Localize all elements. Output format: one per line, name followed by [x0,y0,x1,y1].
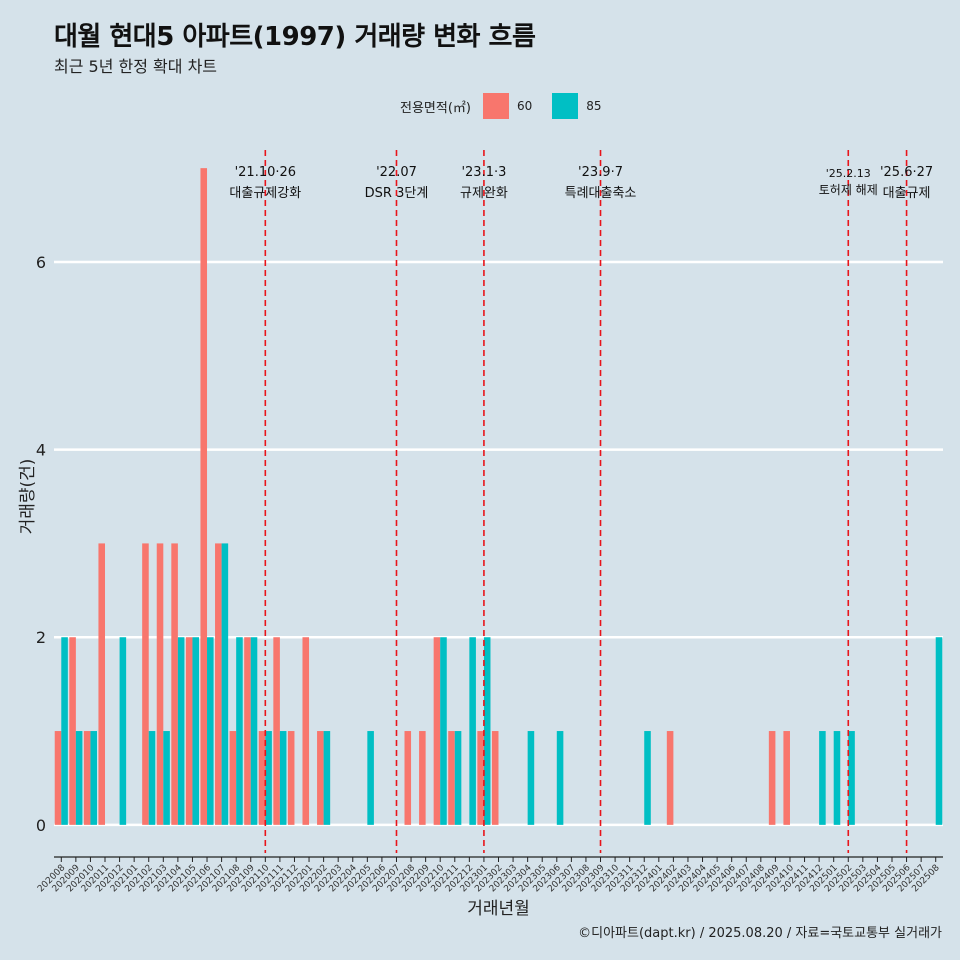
bar-60-202201 [302,637,310,825]
bar-85-202301 [483,637,491,825]
bar-60-202010 [83,731,91,825]
x-axis-title: 거래년월 [467,899,530,919]
event-date: '25.6·27 [880,165,933,180]
bar-85-202212 [469,637,476,825]
bar-85-202304 [527,731,535,825]
bar-60-202106 [200,168,208,825]
bar-85-202501 [833,731,841,825]
legend-label-60: 60 [516,99,533,113]
bar-85-202205 [367,731,374,825]
chart-title: 대월 현대5 아파트(1997) 거래량 변화 흐름 [54,22,536,52]
bar-85-202012 [119,637,127,825]
chart-subtitle: 최근 5년 한정 확대 차트 [54,57,218,76]
legend-swatch-60 [482,93,509,119]
bar-60-202009 [69,637,76,825]
bar-60-202302 [491,731,499,825]
legend: 전용면적(㎡) 60 85 [400,93,614,119]
bar-60-202011 [98,543,106,825]
bar-60-202110 [258,731,266,825]
bar-60-202105 [185,637,193,825]
bar-60-202409 [768,731,776,825]
bar-60-202402 [666,731,674,825]
y-tick-label: 6 [36,253,46,272]
event-date: '23.9·7 [578,165,623,180]
bar-85-202104 [177,637,185,825]
bar-85-202502 [848,731,855,825]
bar-85-202306 [556,731,564,825]
bar-85-202210 [440,637,447,825]
bar-60-202108 [229,731,237,825]
event-date: '23.1·3 [461,165,506,180]
bar-85-202202 [323,731,331,825]
bar-60-202111 [273,637,280,825]
bar-60-202410 [783,731,790,825]
bar-85-202008 [61,637,68,825]
event-label: 특례대출축소 [565,186,637,201]
bar-85-202312 [644,731,651,825]
event-date: '25.2.13 [826,167,871,180]
bar-85-202508 [935,637,943,825]
bar-85-202102 [148,731,156,825]
bar-60-202107 [215,543,222,825]
bar-85-202103 [163,731,170,825]
event-label: 규제완화 [460,186,508,201]
bar-60-202112 [287,731,295,825]
bar-85-202105 [192,637,200,825]
bar-85-202107 [221,543,229,825]
legend-title: 전용면적(㎡) [400,100,471,116]
event-label: 토허제 해제 [819,183,878,197]
event-date: '21.10·26 [235,165,296,180]
event-date: '22.07 [376,165,417,180]
bar-60-202102 [142,543,149,825]
y-tick-label: 2 [36,628,46,647]
bar-85-202412 [819,731,826,825]
bar-85-202108 [236,637,243,825]
event-label: 대출규제강화 [229,186,301,201]
bar-60-202103 [156,543,164,825]
legend-label-85: 85 [586,99,602,113]
bar-85-202110 [265,731,272,825]
bar-60-202008 [54,731,62,825]
bar-85-202106 [207,637,214,825]
bar-85-202109 [250,637,258,825]
bar-60-202202 [317,731,324,825]
source-caption: ©디아파트(dapt.kr) / 2025.08.20 / 자료=국토교통부 실… [578,926,942,941]
bar-60-202211 [448,731,455,825]
bar-85-202111 [279,731,287,825]
bar-60-202210 [433,637,441,825]
legend-swatch-85 [552,93,579,119]
bar-60-202301 [477,731,484,825]
event-label: DSR 3단계 [365,186,429,201]
y-tick-label: 4 [36,441,46,460]
bar-85-202010 [90,731,97,825]
event-label: 대출규제 [883,186,931,201]
bar-85-202211 [454,731,462,825]
y-tick-label: 0 [36,816,46,835]
bar-60-202109 [244,637,251,825]
bar-60-202104 [171,543,178,825]
y-axis-title: 거래량(건) [18,459,38,535]
bar-60-202208 [404,731,412,825]
bar-85-202009 [75,731,83,825]
bar-60-202209 [419,731,426,825]
